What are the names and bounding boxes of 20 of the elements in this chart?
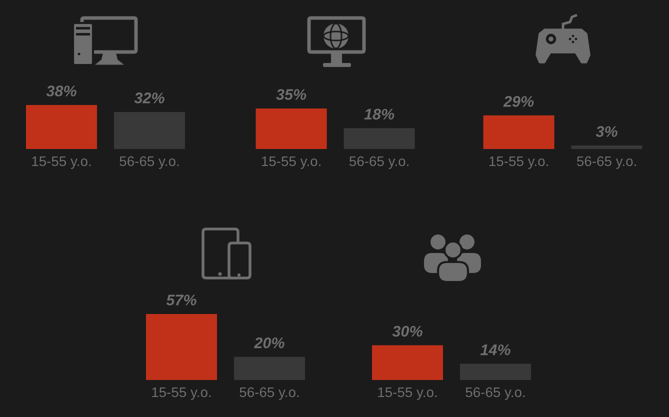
x-tick-label: 15-55 y.o. xyxy=(378,387,437,400)
data-label: 29% xyxy=(503,96,534,107)
x-tick-label: 56-65 y.o. xyxy=(120,156,179,169)
data-label: 3% xyxy=(596,126,618,137)
data-label: 38% xyxy=(46,86,76,96)
data-label: 32% xyxy=(134,92,164,104)
data-label: 57% xyxy=(166,294,196,306)
x-tick-label: 15-55 y.o. xyxy=(489,156,548,169)
x-tick-label: 56-65 y.o. xyxy=(349,156,408,169)
data-label: 14% xyxy=(480,344,510,356)
data-label: 18% xyxy=(364,108,394,120)
x-tick-label: 56-65 y.o. xyxy=(576,156,636,169)
data-label: 30% xyxy=(392,326,422,337)
x-tick-label: 56-65 y.o. xyxy=(466,387,525,400)
data-label: 35% xyxy=(276,89,306,100)
x-tick-label: 56-65 y.o. xyxy=(240,387,299,400)
x-tick-label: 15-55 y.o. xyxy=(152,387,211,400)
x-tick-label: 15-55 y.o. xyxy=(262,156,320,169)
data-label: 20% xyxy=(254,337,284,348)
x-tick-label: 15-55 y.o. xyxy=(32,156,91,169)
